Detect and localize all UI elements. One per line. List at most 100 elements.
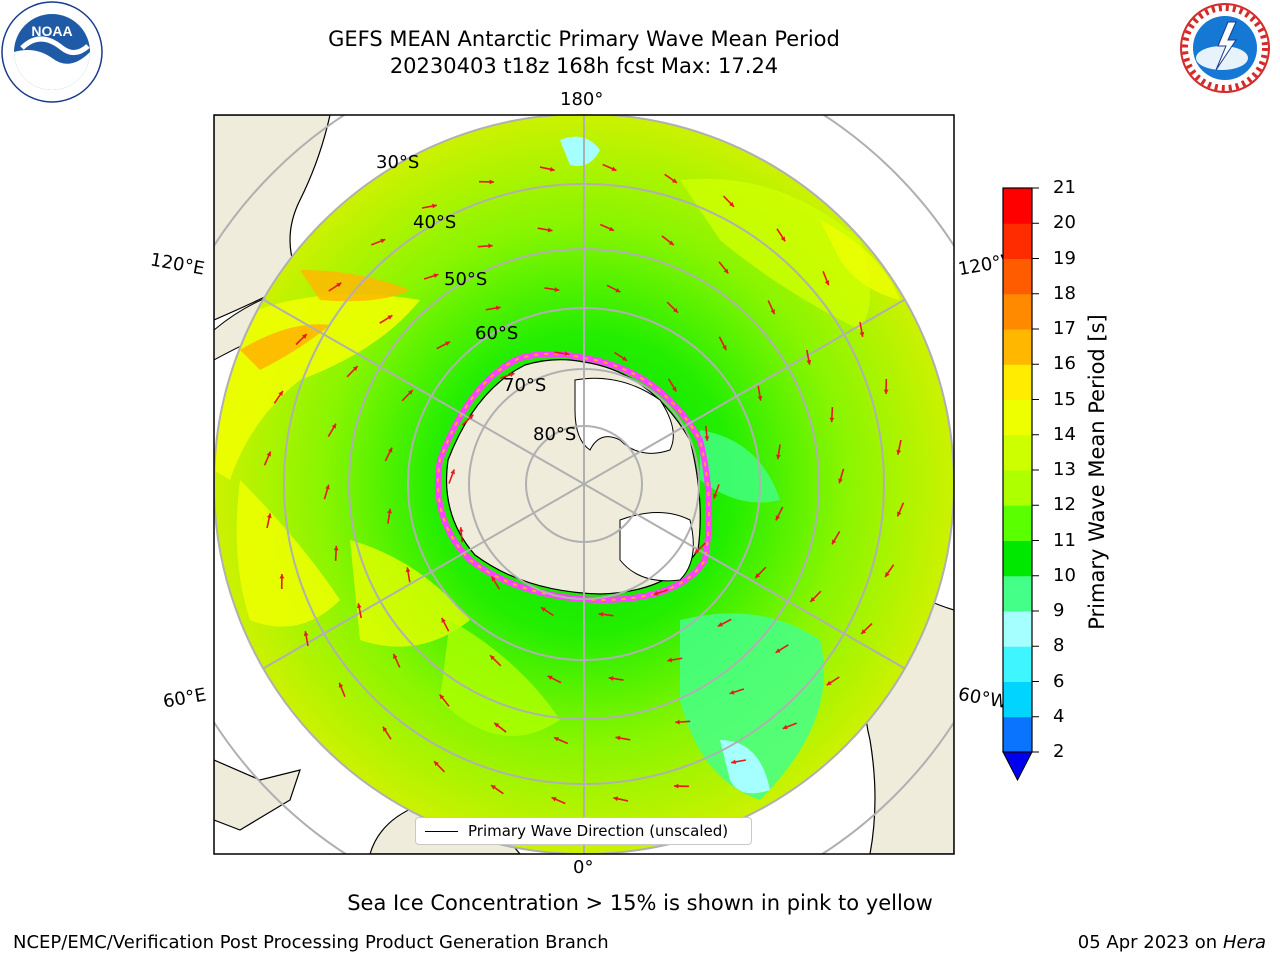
wave-arrow-head [694,548,700,554]
colorbar-segment [1003,364,1032,400]
colorbar-under-triangle [1002,751,1033,782]
wave-arrow-head [468,414,474,420]
wave-arrow-head [810,597,816,602]
wave-arrow-head [824,280,830,286]
wave-arrow-head [490,655,495,661]
wave-arrow-head [757,395,763,401]
wave-arrow-head [668,240,674,246]
colorbar-segment [1003,540,1032,577]
wave-arrow-head [547,675,553,681]
wave-arrow-head [432,203,437,209]
colorbar-segment [1003,575,1032,612]
wave-arrow-head [333,545,339,551]
lat-label-80s: 80°S [533,424,577,445]
lat-label-70s: 70°S [503,375,547,396]
footer-host: Hera [1222,932,1266,953]
wave-arrow-head [611,166,617,171]
wave-arrow-head [489,179,495,185]
footer-date: 05 Apr 2023 on Hera [1078,932,1266,953]
map-legend: Primary Wave Direction (unscaled) [415,817,752,845]
wave-arrow-head [675,719,680,725]
wave-arrow-head [615,735,621,741]
wave-arrow-head [782,724,788,730]
wave-arrow-head [722,345,727,351]
colorbar-tick-label: 12 [1053,494,1076,516]
colorbar-tick-label: 11 [1053,529,1076,551]
svg-text:NOAA: NOAA [31,23,72,39]
wave-arrow-head [615,287,621,293]
wave-arrow-head [729,689,735,695]
colorbar-tick-label: 10 [1053,564,1076,586]
colorbar-tick-label: 21 [1053,177,1076,198]
wave-direction-arrows [263,163,905,805]
lat-label-50s: 50°S [444,269,488,290]
wave-arrow-head [387,315,393,320]
wave-arrow-head [672,178,677,183]
wave-arrow-head [491,785,496,790]
wave-arrow-head [549,166,555,172]
colorbar-segment [1003,293,1032,330]
wave-arrow-head [775,648,781,653]
wave-arrow-head [433,273,439,279]
wave-arrow-head [458,527,464,532]
colorbar-segments [1003,188,1032,753]
wave-arrow-head [826,680,832,686]
colorbar-tick-label: 18 [1053,282,1076,304]
wave-arrow-head [439,694,445,700]
wave-arrow-head [554,287,560,292]
wave-arrow-head [356,603,362,609]
footer-credit: NCEP/EMC/Verification Post Processing Pr… [13,932,609,953]
wave-arrow-head [598,611,604,617]
colorbar-tick-label: 19 [1053,247,1076,269]
colorbar-tick-label: 20 [1053,212,1076,234]
wave-arrow-head [279,573,285,579]
colorbar-tick-label: 8 [1053,635,1065,657]
wave-arrow-head [896,449,902,455]
wave-arrow-head [495,305,501,311]
wave-arrow-head [336,282,342,288]
wave-arrow-head [331,423,336,429]
colorbar-segment [1003,646,1032,682]
wave-arrow-head [613,796,619,802]
wave-arrow-head [673,783,679,789]
wave-arrow-head [671,386,677,392]
lat-label-60s: 60°S [475,323,519,344]
wave-arrow-head [303,631,309,636]
wave-arrow-head [407,390,413,395]
wave-arrow-head [829,417,835,423]
wave-arrow-head [731,759,736,765]
wave-arrow-head [450,469,455,475]
colorbar-tick-label: 16 [1053,353,1076,375]
wave-arrow-head [608,676,614,681]
wave-arrow-head [441,617,446,623]
colorbar [1002,187,1039,782]
wave-arrow-head [729,201,734,207]
colorbar-segment [1003,505,1032,541]
footer-date-text: 05 Apr 2023 on [1077,932,1223,953]
wave-arrow-head [352,366,358,371]
wave-arrow-head [554,737,559,742]
colorbar-segment [1003,716,1032,753]
wave-arrow-head [494,722,500,728]
lat-label-30s: 30°S [376,152,420,173]
colorbar-segment [1003,223,1032,259]
wave-arrow-head [667,657,673,663]
colorbar-tick-label: 15 [1053,388,1076,410]
colorbar-tick-label: 9 [1053,600,1065,621]
colorbar-tick-marks [1032,187,1039,753]
map-title: GEFS MEAN Antarctic Primary Wave Mean Pe… [328,27,840,51]
wave-arrow-head [704,436,710,441]
wave-arrow-head [382,726,388,732]
lon-label-0: 0° [573,857,594,878]
colorbar-segment [1003,470,1032,506]
colorbar-tick-label: 17 [1053,318,1076,339]
colorbar-segment [1003,681,1032,718]
lat-label-40s: 40°S [413,212,457,233]
wave-arrow-head [780,236,786,242]
wave-arrow-head [301,334,307,339]
wave-arrow-head [491,576,497,582]
wave-arrow-head [806,359,812,365]
wave-arrow-head [859,332,865,337]
wave-arrow-head [609,226,614,231]
wave-arrow-head [653,590,659,596]
